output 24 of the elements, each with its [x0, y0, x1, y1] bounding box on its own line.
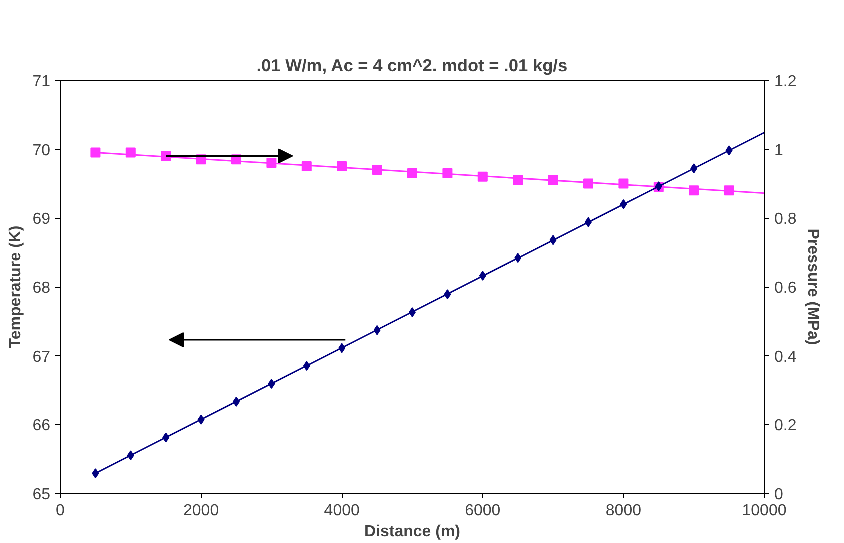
y-tick-label: 66	[32, 418, 51, 435]
y-tick-label: 65	[32, 486, 51, 504]
y-tick-label: 69	[32, 211, 51, 228]
y-tick-label: 70	[32, 142, 51, 160]
y2-tick-label: 0.8	[774, 211, 797, 228]
y-tick-label: 67	[32, 348, 51, 366]
y-tick-label: 71	[32, 74, 51, 90]
y2-tick-label: 0	[774, 486, 784, 504]
y2-axis-title: Pressure (MPa)	[804, 228, 822, 346]
x-tick-label: 10000	[742, 502, 787, 520]
y2-tick-label: 0.2	[774, 418, 797, 435]
y-axis-title: Temperature (K)	[8, 226, 25, 348]
x-tick-label: 4000	[324, 502, 360, 520]
y2-tick-label: 0.6	[774, 280, 797, 297]
x-axis-title: Distance (m)	[364, 524, 461, 540]
y-tick-label: 68	[32, 280, 51, 297]
chart-title: .01 W/m, Ac = 4 cm^2. mdot = .01 kg/s	[256, 56, 568, 76]
y2-tick-label: 1.2	[774, 74, 797, 90]
x-tick-label: 8000	[606, 502, 642, 520]
y2-tick-label: 1	[774, 142, 784, 160]
x-tick-label: 0	[56, 502, 66, 520]
x-tick-label: 2000	[184, 502, 220, 520]
x-tick-label: 6000	[465, 502, 501, 520]
y2-tick-label: 0.4	[774, 348, 797, 366]
